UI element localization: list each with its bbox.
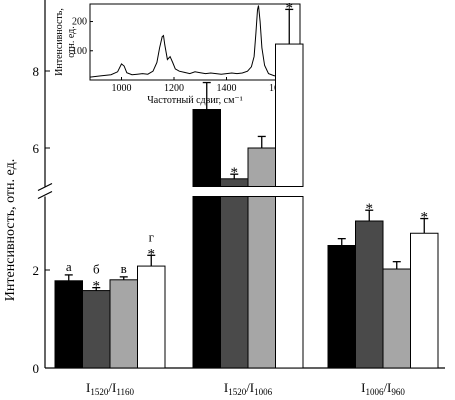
- significance-star: *: [366, 201, 374, 217]
- bar: [355, 220, 384, 369]
- bar-upper-segment: [192, 109, 221, 187]
- inset-y-tick-label: 200: [72, 17, 87, 28]
- inset-x-tick-label: 1200: [164, 83, 184, 94]
- significance-star: *: [148, 246, 156, 262]
- main-x-category-labels: I1520/I1160 I1520/I1006 I1006/I960: [86, 380, 405, 397]
- inset-spectrum-line: [89, 5, 301, 79]
- main-y-tick-label: 6: [33, 141, 40, 156]
- category-label-main: I: [361, 380, 365, 395]
- main-error-bars: [64, 8, 429, 291]
- inset-frame: [89, 3, 301, 81]
- main-y-ticks: 0 2 6 8 10: [26, 0, 50, 376]
- bar: [327, 245, 356, 369]
- category-label-sub2: 1160: [116, 387, 134, 397]
- bar-letter-label: г: [149, 229, 154, 244]
- bar-lower-segment: [220, 196, 249, 369]
- bar: [109, 279, 138, 369]
- main-y-tick-label: 10: [26, 0, 39, 2]
- inset-x-axis-label: Частотный сдвиг, см⁻¹: [147, 95, 242, 106]
- significance-star: *: [93, 279, 101, 295]
- bar-upper-segment: [247, 147, 276, 187]
- inset-y-axis-label-line-1: Интенсивность,: [54, 8, 65, 76]
- bar-upper-segment: [275, 43, 304, 187]
- axis-break-mark-lower: [37, 190, 53, 200]
- inset-x-tick-label: 1400: [217, 83, 237, 94]
- bar: [82, 290, 111, 369]
- main-y-tick-label: 8: [33, 64, 40, 79]
- bar-lower-segment: [247, 196, 276, 369]
- category-label-main: I: [86, 380, 90, 395]
- significance-star: *: [421, 210, 429, 226]
- inset-y-tick-label: 100: [72, 46, 87, 57]
- category-label-sep: /I: [383, 380, 391, 395]
- significance-star: *: [231, 165, 239, 181]
- category-label-sub2: 1006: [254, 387, 273, 397]
- category-label-sub1: 1520: [90, 387, 109, 397]
- significance-star: *: [286, 0, 294, 16]
- category-label: I1006/I960: [361, 380, 405, 397]
- inset-axes: [89, 3, 301, 81]
- bar: [410, 232, 439, 369]
- bar-lower-segment: [275, 196, 304, 369]
- category-label: I1520/I1160: [86, 380, 134, 397]
- bar: [382, 268, 411, 369]
- category-label-sub2: 960: [391, 387, 405, 397]
- bar: [137, 265, 166, 369]
- category-label-main: I: [224, 380, 228, 395]
- category-label-sub1: 1006: [365, 387, 384, 397]
- category-label: I1520/I1006: [224, 380, 273, 397]
- main-y-axis-label: Интенсивность, отн. ед.: [3, 159, 18, 301]
- main-annotations: а * б в * г * * * *: [66, 0, 428, 294]
- main-bar-chart: 026810 а*бв*г**** I1520/I1160I1520/I1006…: [3, 0, 445, 397]
- bar-letter-label: в: [121, 261, 127, 276]
- category-label-sep: /I: [246, 380, 254, 395]
- axis-break-mark-upper: [37, 182, 53, 192]
- bar-lower-segment: [192, 196, 221, 369]
- bar-letter-label: б: [93, 262, 100, 277]
- bar-letter-label: а: [66, 259, 72, 274]
- category-label-sep: /I: [108, 380, 116, 395]
- inset-y-axis-label-line-2: отн. ед.: [66, 26, 77, 57]
- main-y-tick-label: 2: [33, 263, 40, 278]
- category-label-sub1: 1520: [228, 387, 247, 397]
- main-y-tick-label: 0: [33, 361, 40, 376]
- inset-x-tick-label: 1000: [112, 83, 132, 94]
- inset-y-ticks: 100 200: [72, 17, 93, 57]
- bar: [54, 280, 83, 369]
